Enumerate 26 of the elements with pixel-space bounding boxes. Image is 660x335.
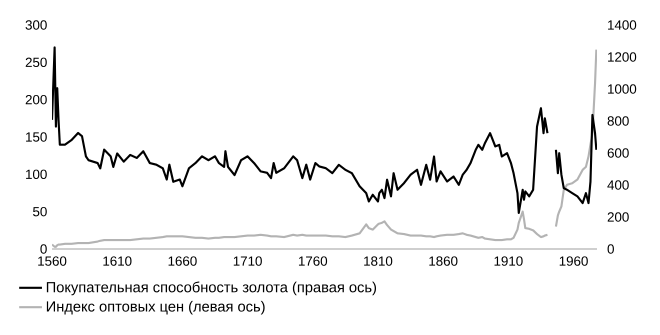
y2-tick-label: 600 xyxy=(608,148,629,158)
y2-tick-label: 400 xyxy=(607,180,629,190)
y2-tick-label: 1200 xyxy=(608,52,636,62)
x-tick-label: 1560 xyxy=(38,256,66,266)
x-tick-label: 1610 xyxy=(103,256,132,266)
x-tick-label: 1660 xyxy=(168,256,197,266)
x-tick-label: 1910 xyxy=(494,256,523,266)
y-tick-label: 150 xyxy=(26,132,47,142)
x-tick-label: 1810 xyxy=(364,256,392,266)
y2-tick-label: 200 xyxy=(608,212,629,222)
y-tick-label: 250 xyxy=(26,58,47,68)
y2-tick-label: 1000 xyxy=(608,84,636,94)
x-tick-label: 1710 xyxy=(234,256,262,266)
x-tick-label: 1960 xyxy=(560,256,588,266)
x-tick-label: 1760 xyxy=(298,256,328,266)
x-tick-label: 1860 xyxy=(429,256,458,266)
y2-tick-label: 1400 xyxy=(608,20,636,30)
y-tick-label: 0 xyxy=(40,244,47,254)
legend-label: Индекс оптовых цен (левая ось) xyxy=(46,300,265,315)
y-tick-label: 200 xyxy=(26,94,47,104)
y2-tick-label: 0 xyxy=(608,244,614,254)
y-tick-label: 300 xyxy=(26,20,47,30)
y-tick-label: 50 xyxy=(33,206,47,216)
legend-label: Покупательная способность золота (правая ось) xyxy=(46,281,376,296)
y-tick-label: 100 xyxy=(26,170,47,180)
y2-tick-label: 800 xyxy=(608,116,629,126)
